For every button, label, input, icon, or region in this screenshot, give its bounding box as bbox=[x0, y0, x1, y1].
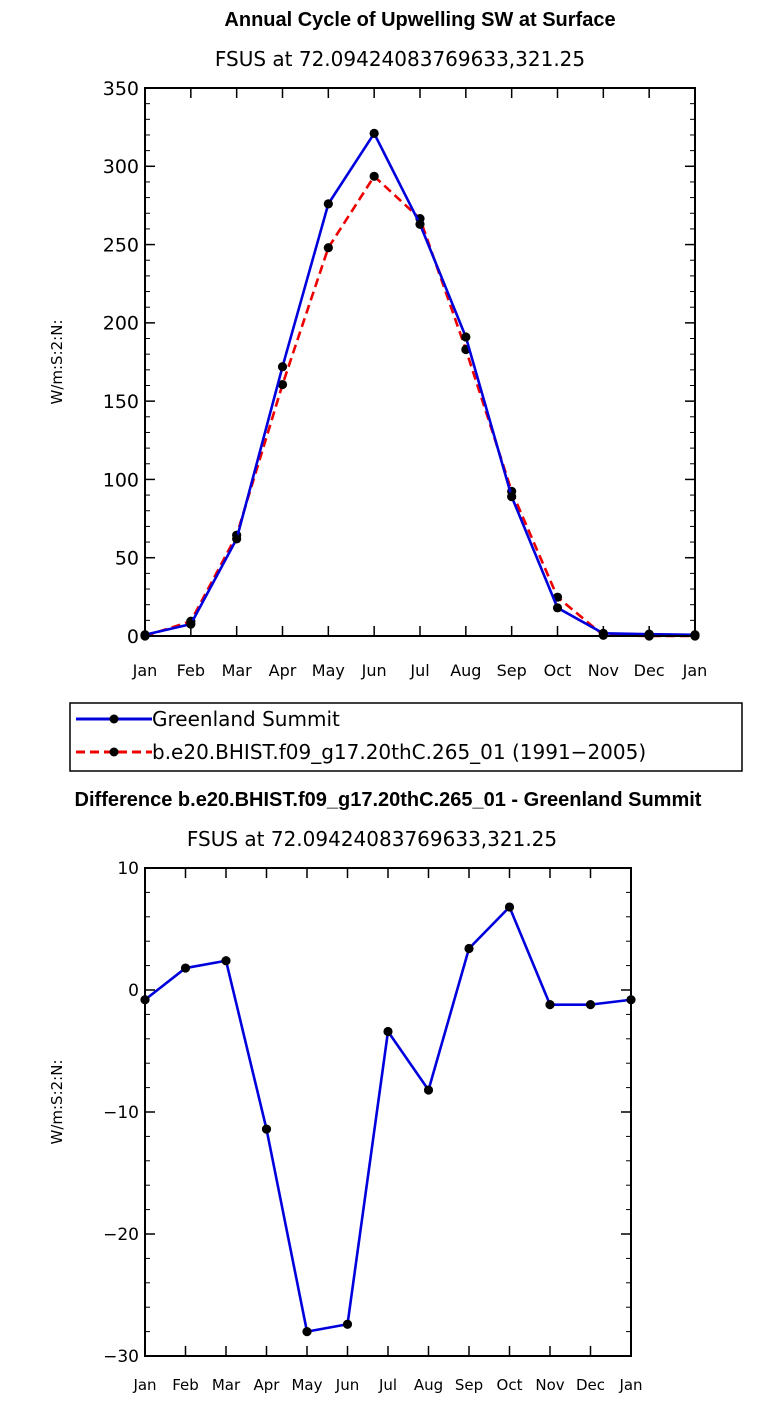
annual-cycle-panel: Annual Cycle of Upwelling SW at Surface … bbox=[48, 9, 707, 680]
top-chart-y-axis-label: W/m:S:2:N: bbox=[48, 320, 66, 405]
y-tick-label: 300 bbox=[103, 156, 139, 178]
x-tick-label: Mar bbox=[222, 661, 253, 680]
x-tick-label: May bbox=[291, 1376, 322, 1394]
x-tick-label: Oct bbox=[544, 661, 572, 680]
legend-label-model: b.e20.BHIST.f09_g17.20thC.265_01 (1991−2… bbox=[152, 740, 646, 764]
y-tick-label: 0 bbox=[128, 981, 139, 1001]
y-tick-label: 10 bbox=[117, 859, 139, 879]
series-1-point bbox=[277, 379, 288, 390]
x-tick-label: Jan bbox=[682, 661, 708, 680]
series-0-point bbox=[552, 603, 563, 613]
y-tick-label: 0 bbox=[127, 626, 139, 648]
series-0-point bbox=[342, 1319, 353, 1329]
legend-marker-greenland-summit bbox=[109, 714, 119, 724]
x-tick-label: Sep bbox=[455, 1376, 483, 1394]
top-chart-subtitle: FSUS at 72.09424083769633,321.25 bbox=[215, 47, 585, 71]
y-tick-label: 50 bbox=[115, 548, 139, 570]
y-tick-label: 100 bbox=[103, 469, 139, 491]
series-0-point bbox=[186, 619, 196, 629]
series-0-point bbox=[464, 943, 474, 954]
x-tick-label: May bbox=[312, 661, 345, 680]
series-0-point bbox=[644, 629, 654, 639]
top-chart-series bbox=[140, 128, 700, 641]
series-0-point bbox=[461, 332, 471, 342]
series-0-point bbox=[232, 534, 242, 544]
x-tick-label: Dec bbox=[634, 661, 665, 680]
series-0-point bbox=[415, 219, 425, 229]
x-tick-label: Jul bbox=[378, 1376, 397, 1394]
x-tick-label: Jun bbox=[361, 661, 387, 680]
legend-label-greenland-summit: Greenland Summit bbox=[152, 707, 340, 731]
series-0-point bbox=[277, 362, 288, 372]
x-tick-label: Mar bbox=[212, 1376, 241, 1394]
top-chart-title: Annual Cycle of Upwelling SW at Surface bbox=[224, 9, 615, 31]
series-0-point bbox=[585, 1000, 596, 1010]
bottom-chart-frame bbox=[144, 867, 632, 1357]
series-0-point bbox=[423, 1085, 434, 1095]
x-tick-label: Aug bbox=[414, 1376, 443, 1394]
x-tick-label: Apr bbox=[269, 661, 297, 680]
legend-box bbox=[69, 702, 743, 772]
legend: Greenland Summit b.e20.BHIST.f09_g17.20t… bbox=[69, 702, 743, 772]
x-tick-label: Aug bbox=[450, 661, 481, 680]
series-0-point bbox=[180, 963, 191, 973]
top-chart-axes: 0 50 100 150 200 250 300 350 Jan Feb Mar Apr May Jun J… bbox=[103, 78, 708, 680]
bottom-chart-title: Difference b.e20.BHIST.f09_g17.20thC.265… bbox=[75, 789, 702, 811]
series-0-point bbox=[302, 1327, 312, 1337]
bottom-chart-axes: −30 −20 −10 0 10 Jan Feb Mar Apr May Jun Jul Aug Sep O… bbox=[103, 859, 642, 1394]
y-tick-label: −20 bbox=[103, 1225, 139, 1245]
series-0-point bbox=[261, 1124, 272, 1134]
series-0-point bbox=[545, 1000, 555, 1010]
y-tick-label: −30 bbox=[103, 1347, 139, 1367]
x-tick-label: Nov bbox=[588, 661, 619, 680]
series-0-point bbox=[507, 492, 517, 502]
top-chart-frame bbox=[144, 87, 696, 637]
bottom-chart-series bbox=[140, 902, 636, 1337]
series-0-point bbox=[369, 128, 379, 139]
series-line-1 bbox=[144, 175, 695, 638]
bottom-chart-subtitle: FSUS at 72.09424083769633,321.25 bbox=[187, 827, 557, 851]
series-line-0 bbox=[144, 132, 696, 637]
y-tick-label: 150 bbox=[103, 391, 139, 413]
legend-marker-model bbox=[109, 747, 119, 757]
series-0-point bbox=[383, 1026, 393, 1037]
x-tick-label: Feb bbox=[177, 661, 205, 680]
y-tick-label: −10 bbox=[103, 1103, 139, 1123]
y-tick-label: 350 bbox=[103, 78, 139, 100]
x-tick-label: Feb bbox=[172, 1376, 199, 1394]
x-tick-label: Nov bbox=[535, 1376, 564, 1394]
x-tick-label: Jul bbox=[409, 661, 429, 680]
series-line-0 bbox=[144, 905, 632, 1333]
x-tick-label: Jan bbox=[618, 1376, 642, 1394]
x-tick-label: Oct bbox=[497, 1376, 523, 1394]
series-1-point bbox=[369, 171, 379, 181]
x-tick-label: Sep bbox=[497, 661, 527, 680]
y-tick-label: 250 bbox=[103, 234, 139, 256]
series-0-point bbox=[221, 956, 231, 966]
x-tick-label: Jan bbox=[132, 661, 158, 680]
x-tick-label: Apr bbox=[254, 1376, 281, 1394]
x-tick-label: Jun bbox=[335, 1376, 359, 1394]
bottom-chart-y-axis-label: W/m:S:2:N: bbox=[48, 1060, 66, 1145]
series-1-point bbox=[323, 243, 333, 253]
series-0-point bbox=[504, 902, 515, 912]
series-0-point bbox=[323, 199, 333, 209]
difference-panel: Difference b.e20.BHIST.f09_g17.20thC.265… bbox=[48, 789, 702, 1394]
x-tick-label: Dec bbox=[576, 1376, 605, 1394]
y-tick-label: 200 bbox=[103, 313, 139, 335]
x-tick-label: Jan bbox=[132, 1376, 156, 1394]
